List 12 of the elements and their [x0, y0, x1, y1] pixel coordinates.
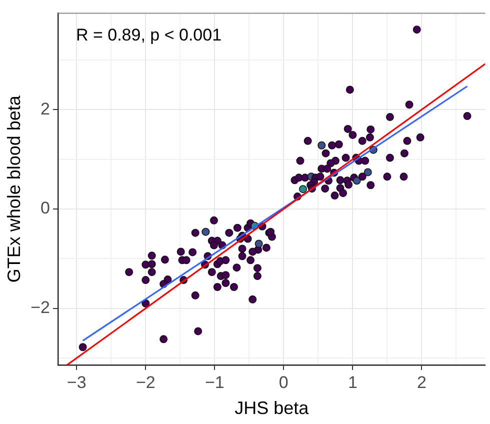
x-tick-label: −1: [204, 372, 224, 392]
x-tick-label: 0: [278, 372, 288, 392]
x-axis-title: JHS beta: [234, 398, 310, 418]
x-tick-label: 2: [416, 372, 426, 392]
y-tick-label: 0: [40, 198, 50, 218]
y-tick-label: 2: [40, 99, 50, 118]
y-axis-title: GTEx whole blood beta: [4, 94, 24, 283]
x-tick-label: 1: [348, 372, 358, 392]
x-tick-label: −2: [136, 372, 156, 392]
y-tick-label: −2: [30, 298, 50, 318]
annotation: R = 0.89, p < 0.001: [76, 25, 222, 44]
x-tick-label: −3: [66, 372, 86, 392]
